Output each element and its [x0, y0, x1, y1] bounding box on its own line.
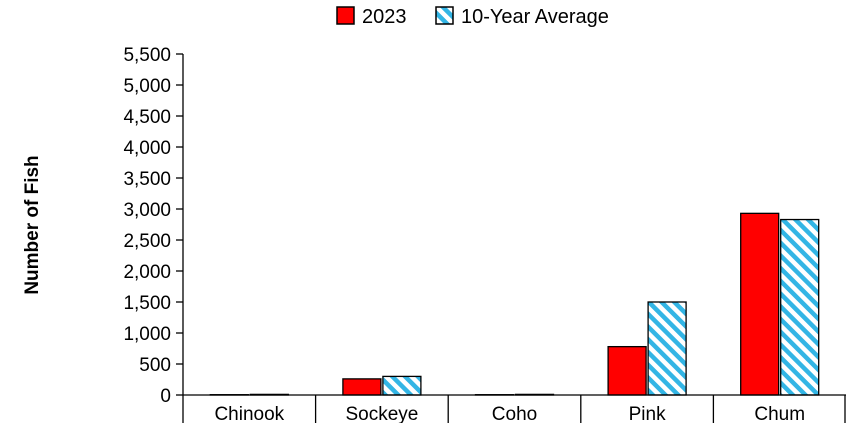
- y-tick-label: 3,000: [123, 200, 171, 221]
- y-tick-label: 1,500: [123, 293, 171, 314]
- bar-2023-chum: [740, 212, 780, 396]
- legend-label-10-year-average: 10-Year Average: [461, 6, 609, 28]
- bars: [209, 212, 820, 396]
- x-tick-label-sockeye: Sockeye: [345, 404, 418, 423]
- y-tick-label: 4,500: [123, 107, 171, 128]
- x-tick-label-coho: Coho: [492, 404, 537, 423]
- y-tick-label: 5,000: [123, 76, 171, 97]
- legend-swatch-2023: [336, 6, 355, 25]
- legend: 2023 10-Year Average: [336, 6, 609, 28]
- x-tick-label-pink: Pink: [629, 404, 666, 423]
- y-axis-ticks: 0 500 1,000 1,500 2,000 2,500 3,000 3,500 4,000 4…: [123, 45, 183, 407]
- y-tick-label: 4,000: [123, 138, 171, 159]
- bar-10-year-average-pink: [647, 301, 687, 396]
- x-tick-label-chum: Chum: [754, 404, 805, 423]
- y-axis-title: Number of Fish: [22, 155, 43, 294]
- bar-10-year-average-sockeye: [382, 375, 422, 396]
- y-tick-label: 1,000: [123, 324, 171, 345]
- y-tick-label: 2,500: [123, 231, 171, 252]
- bar-2023-sockeye: [342, 378, 382, 396]
- y-tick-label: 5,500: [123, 45, 171, 66]
- y-tick-label: 2,000: [123, 262, 171, 283]
- bar-10-year-average-chum: [780, 218, 820, 396]
- y-tick-label: 0: [160, 386, 171, 407]
- y-tick-label: 3,500: [123, 169, 171, 190]
- legend-label-2023: 2023: [362, 6, 407, 28]
- legend-swatch-10-year-average: [435, 6, 454, 25]
- y-tick-label: 500: [139, 355, 171, 376]
- x-axis-ticks: Chinook Sockeye Coho Pink Chum: [182, 395, 846, 423]
- bar-2023-pink: [607, 345, 647, 396]
- x-tick-label-chinook: Chinook: [214, 404, 284, 423]
